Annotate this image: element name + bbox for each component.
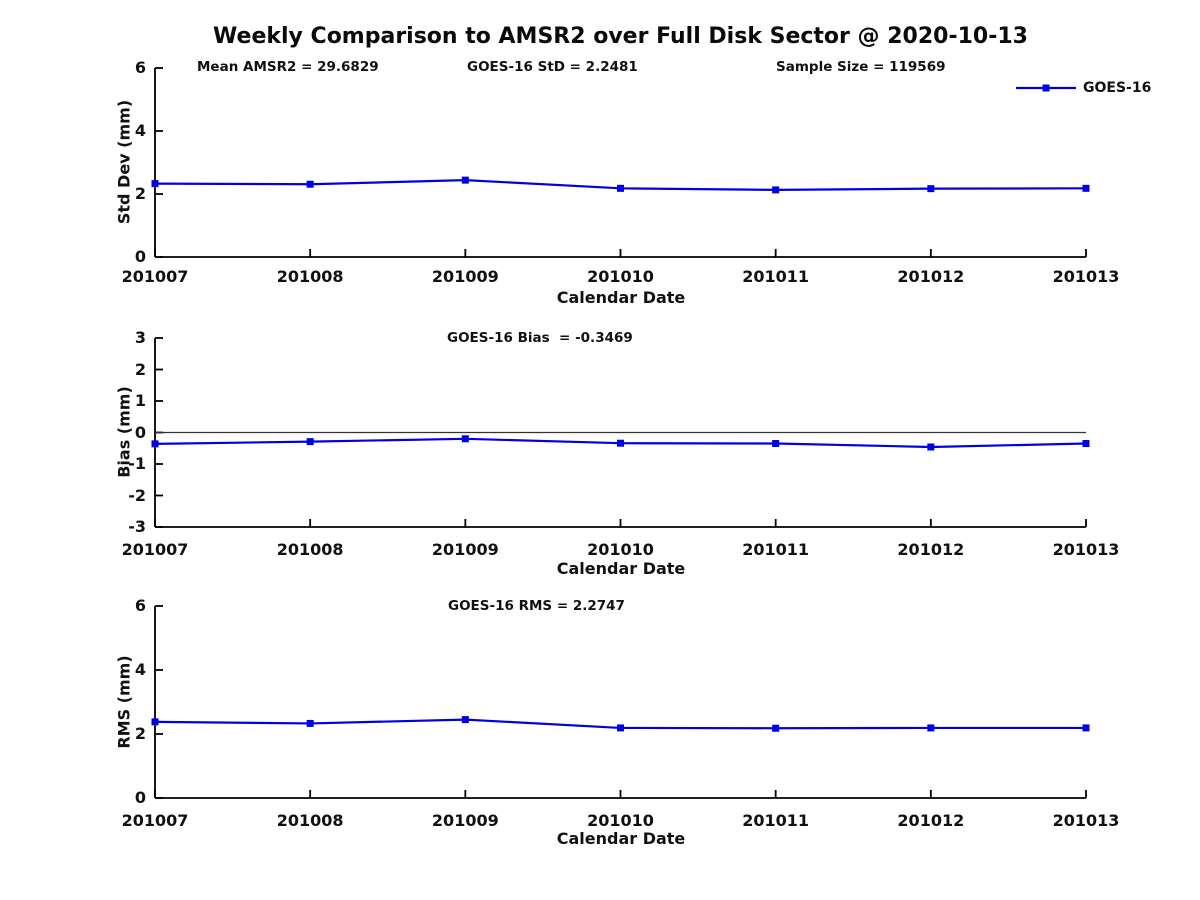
- data-point-marker: [617, 184, 624, 192]
- rms-x-axis-label: Calendar Date: [556, 829, 686, 848]
- annotation-mean-amsr2: Mean AMSR2 = 29.6829: [197, 59, 379, 75]
- y-tick-label: 0: [134, 788, 146, 807]
- y-tick-label: 0: [134, 422, 146, 442]
- data-point-marker: [1082, 724, 1090, 732]
- y-tick-label: 1: [134, 391, 146, 410]
- data-point-marker: [306, 719, 314, 727]
- data-point-marker: [151, 180, 159, 188]
- data-point-marker: [306, 438, 314, 446]
- y-tick-label: 2: [134, 359, 146, 379]
- x-tick-label: 201012: [897, 811, 965, 830]
- annotation-goes16-std: GOES-16 StD = 2.2481: [467, 59, 638, 75]
- x-tick-label: 201008: [276, 267, 344, 286]
- y-tick-label: -2: [128, 485, 146, 505]
- legend-marker: [1042, 84, 1050, 92]
- y-tick-label: 6: [134, 58, 146, 77]
- data-point-marker: [306, 180, 314, 188]
- data-point-marker: [617, 724, 624, 732]
- data-point-marker: [927, 724, 935, 732]
- data-point-marker: [772, 440, 780, 448]
- x-tick-label: 201013: [1052, 540, 1120, 559]
- annotation-goes16-bias: GOES-16 Bias = -0.3469: [447, 330, 633, 346]
- y-tick-label: 3: [134, 328, 146, 347]
- x-tick-label: 201010: [587, 540, 654, 559]
- x-tick-label: 201010: [587, 811, 654, 830]
- data-point-marker: [772, 186, 780, 194]
- data-point-marker: [772, 724, 780, 732]
- y-tick-label: 2: [134, 184, 146, 203]
- x-tick-label: 201011: [742, 811, 810, 830]
- x-tick-label: 201007: [121, 540, 189, 559]
- data-point-marker: [927, 185, 935, 193]
- x-tick-label: 201013: [1052, 811, 1120, 830]
- y-tick-label: 4: [134, 121, 146, 140]
- legend-label: GOES-16: [1083, 80, 1152, 96]
- bias-x-axis-label: Calendar Date: [556, 559, 686, 578]
- y-tick-label: 4: [134, 660, 146, 679]
- x-tick-label: 201009: [431, 540, 499, 559]
- x-tick-label: 201009: [431, 811, 499, 830]
- y-tick-label: 2: [134, 724, 146, 743]
- x-tick-label: 201012: [897, 540, 965, 559]
- figure-title: Weekly Comparison to AMSR2 over Full Dis…: [213, 24, 1028, 49]
- x-tick-label: 201011: [742, 267, 810, 286]
- data-point-marker: [461, 716, 469, 724]
- stddev-x-axis-label: Calendar Date: [556, 288, 686, 307]
- x-tick-label: 201010: [587, 267, 654, 286]
- annotation-goes16-rms: GOES-16 RMS = 2.2747: [448, 598, 625, 614]
- x-tick-label: 201013: [1052, 267, 1120, 286]
- y-tick-label: 0: [134, 247, 146, 266]
- data-point-marker: [461, 176, 469, 184]
- y-tick-label: -3: [128, 517, 146, 536]
- data-point-marker: [927, 443, 935, 451]
- data-point-marker: [151, 440, 159, 448]
- annotation-sample-size: Sample Size = 119569: [776, 59, 946, 75]
- y-tick-label: 6: [134, 596, 146, 615]
- data-point-marker: [617, 439, 624, 447]
- x-tick-label: 201007: [121, 267, 189, 286]
- stddev-y-axis-label: Std Dev (mm): [114, 99, 134, 225]
- x-tick-label: 201008: [276, 540, 344, 559]
- data-point-marker: [461, 435, 469, 443]
- x-tick-label: 201011: [742, 540, 810, 559]
- x-tick-label: 201007: [121, 811, 189, 830]
- x-tick-label: 201012: [897, 267, 965, 286]
- data-point-marker: [151, 718, 159, 726]
- x-tick-label: 201009: [431, 267, 499, 286]
- data-point-marker: [1082, 184, 1090, 192]
- data-point-marker: [1082, 440, 1090, 448]
- y-tick-label: -1: [128, 454, 146, 473]
- x-tick-label: 201008: [276, 811, 344, 830]
